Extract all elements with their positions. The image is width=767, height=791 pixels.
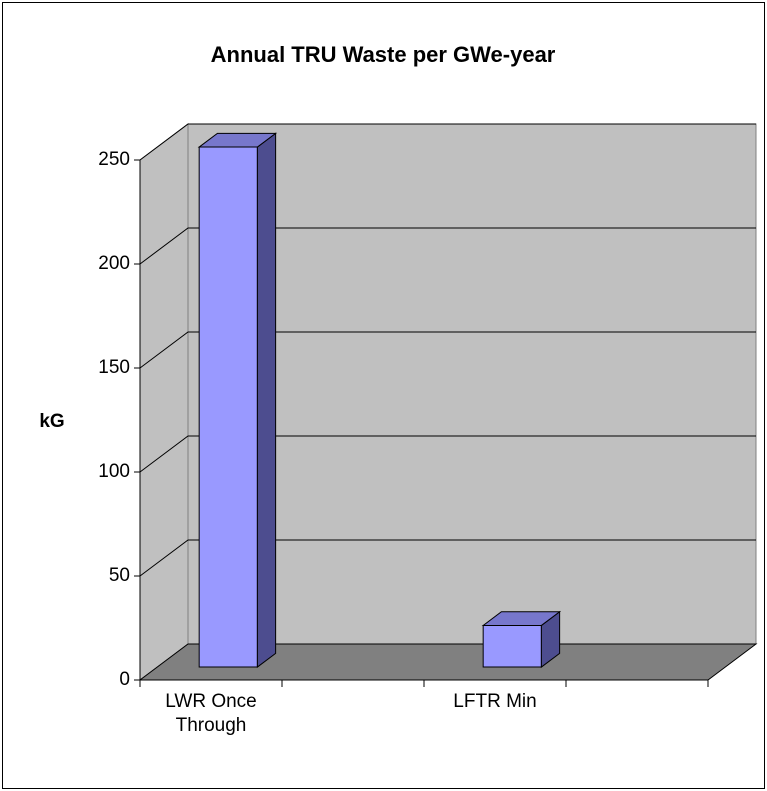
chart-title: Annual TRU Waste per GWe-year <box>211 42 556 67</box>
grid-line <box>139 539 756 577</box>
x-tick-label: LFTR Min <box>453 691 537 712</box>
bar-front <box>198 146 258 668</box>
bar <box>481 610 562 669</box>
y-tick-label: 0 <box>119 669 130 690</box>
y-tick-label: 150 <box>98 357 130 378</box>
y-tick-label: 250 <box>98 149 130 170</box>
grid-line <box>139 123 756 161</box>
bar-front <box>482 624 542 668</box>
bar-top <box>481 611 562 626</box>
bar-top <box>197 132 278 148</box>
y-tick-label: 200 <box>98 253 130 274</box>
y-axis-label: kG <box>39 411 64 432</box>
bar-side <box>256 132 277 669</box>
grid-line <box>139 331 756 369</box>
y-tick-label: 100 <box>98 461 130 482</box>
grid-line <box>139 435 756 473</box>
bar <box>197 132 278 669</box>
y-tick-label: 50 <box>109 565 130 586</box>
side-wall <box>139 123 189 681</box>
x-tick-label: LWR Once Through <box>165 691 257 736</box>
grid-line <box>139 227 756 265</box>
